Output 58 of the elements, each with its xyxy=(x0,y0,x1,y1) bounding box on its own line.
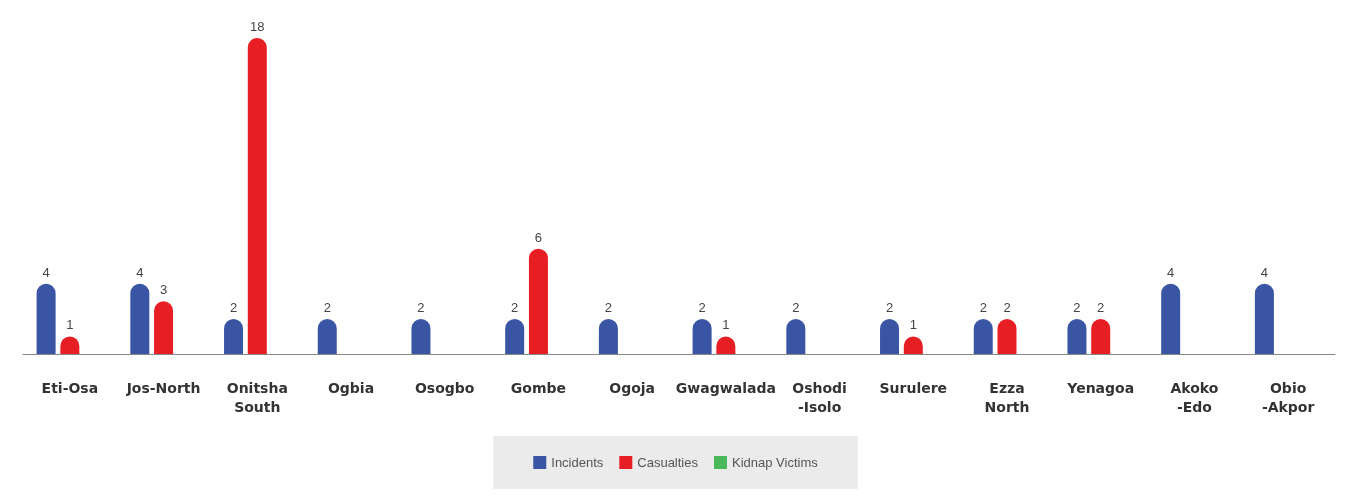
legend-label: Incidents xyxy=(551,455,604,470)
data-label: 2 xyxy=(698,299,706,315)
bar xyxy=(130,283,150,354)
x-tick-label: Ogoja xyxy=(609,379,656,396)
x-tick-label: Surulere xyxy=(879,379,948,396)
x-tick-label: Onitsha South xyxy=(226,379,288,415)
data-label: 4 xyxy=(1167,264,1175,280)
data-label: 6 xyxy=(534,229,543,245)
bar xyxy=(880,318,900,354)
bar xyxy=(692,318,712,354)
data-label: 4 xyxy=(42,264,50,280)
data-label: 4 xyxy=(1260,264,1269,280)
x-tick-label: Akoko -Edo xyxy=(1170,379,1219,415)
bar xyxy=(247,38,267,354)
x-tick-label: Obio -Akpor xyxy=(1261,379,1315,415)
data-label: 2 xyxy=(417,299,425,315)
data-label: 1 xyxy=(909,317,917,333)
x-tick-label: Oshodi -Isolo xyxy=(792,379,847,415)
x-tick-label: Gwagwalada xyxy=(675,379,776,396)
bar xyxy=(528,248,548,354)
data-label: 18 xyxy=(250,19,265,34)
bar xyxy=(1161,283,1181,354)
bar xyxy=(997,318,1017,354)
x-tick-label: Yenagoa xyxy=(1066,379,1135,396)
bar xyxy=(36,283,56,354)
bar xyxy=(1091,318,1111,354)
data-label: 2 xyxy=(511,299,519,315)
bar xyxy=(1067,318,1087,354)
bar xyxy=(786,318,806,354)
bar xyxy=(973,318,993,354)
bar xyxy=(224,318,244,354)
x-tick-label: Osogbo xyxy=(414,379,475,396)
data-label: 1 xyxy=(722,317,730,333)
bar xyxy=(1254,283,1274,354)
x-tick-label: Ogbia xyxy=(327,379,375,396)
data-label: 2 xyxy=(1003,299,1011,315)
data-label: 2 xyxy=(323,299,331,315)
data-label: 2 xyxy=(229,299,238,315)
x-tick-label: Gombe xyxy=(510,379,567,396)
data-label: 2 xyxy=(885,299,894,315)
bar xyxy=(154,301,174,354)
data-label: 3 xyxy=(159,282,168,298)
bar xyxy=(598,318,618,354)
bar xyxy=(505,318,525,354)
bar xyxy=(411,318,431,354)
bar xyxy=(317,318,337,354)
data-label: 2 xyxy=(604,299,613,315)
data-label: 2 xyxy=(979,299,987,315)
x-tick-label: Jos-North xyxy=(125,379,201,396)
data-label: 2 xyxy=(1073,299,1081,315)
x-tick-label: Ezza North xyxy=(984,379,1030,415)
data-label: 2 xyxy=(792,299,800,315)
legend-label: Kidnap Victims xyxy=(731,455,819,470)
legend-label: Casualties xyxy=(637,455,699,470)
data-label: 1 xyxy=(66,317,74,333)
x-tick-label: Eti-Osa xyxy=(41,379,99,396)
data-label: 2 xyxy=(1097,299,1105,315)
data-label: 4 xyxy=(136,264,144,280)
